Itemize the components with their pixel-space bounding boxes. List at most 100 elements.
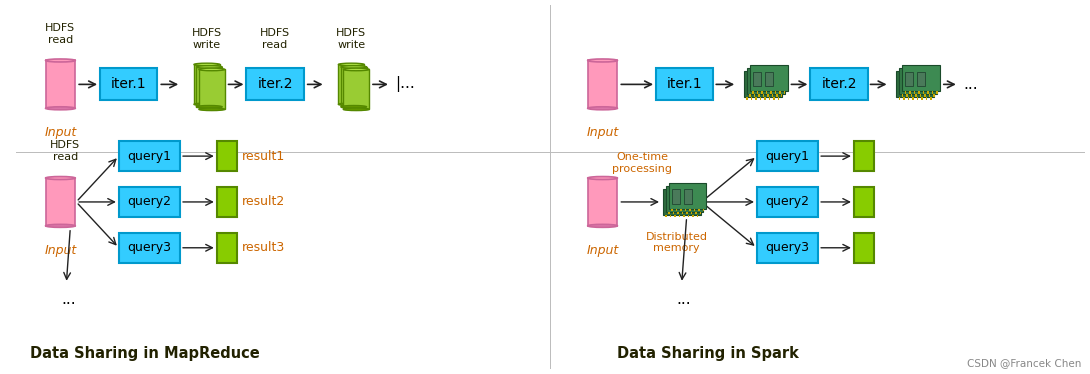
Bar [665,215,667,217]
FancyBboxPatch shape [853,141,873,171]
Bar [756,91,759,94]
Text: result2: result2 [242,196,284,208]
FancyBboxPatch shape [903,65,940,91]
Ellipse shape [194,103,220,105]
Text: ...: ... [61,292,75,307]
Ellipse shape [341,66,366,68]
FancyBboxPatch shape [765,72,773,86]
Bar [697,215,699,217]
FancyBboxPatch shape [905,72,913,86]
Bar [695,212,697,214]
FancyBboxPatch shape [917,72,925,86]
FancyBboxPatch shape [666,186,703,212]
Bar [910,94,912,97]
Bar [898,97,900,100]
FancyBboxPatch shape [656,68,713,100]
Bar [920,94,921,97]
Bar [198,70,225,109]
Bar [689,209,691,211]
Bar [194,64,220,104]
Text: HDFS
read: HDFS read [46,23,75,45]
FancyBboxPatch shape [747,68,785,94]
FancyBboxPatch shape [119,141,180,171]
Bar [668,212,669,214]
Bar [780,94,783,97]
Bar [196,67,222,107]
Bar [588,178,617,226]
FancyBboxPatch shape [911,78,919,92]
FancyBboxPatch shape [744,71,782,97]
Text: query1: query1 [765,150,810,163]
Text: |...: |... [395,76,414,92]
Bar [925,97,928,100]
Text: Distributed
memory: Distributed memory [645,232,707,254]
Text: ...: ... [677,292,691,307]
Bar [759,94,760,97]
Bar [688,215,689,217]
Bar [765,91,767,94]
Bar [669,215,671,217]
Bar [901,94,904,97]
Bar [930,97,932,100]
Bar [46,178,75,226]
Text: Input: Input [45,244,76,257]
Bar [755,97,756,100]
Bar [784,91,786,94]
Bar [918,91,920,94]
Text: iter.1: iter.1 [111,77,146,91]
Bar [764,97,766,100]
Ellipse shape [196,105,222,108]
Text: iter.1: iter.1 [667,77,702,91]
Bar [46,61,75,108]
FancyBboxPatch shape [747,78,754,92]
Bar [916,94,917,97]
FancyBboxPatch shape [217,141,237,171]
Text: Input: Input [586,244,619,257]
Bar [928,91,929,94]
Text: result1: result1 [242,150,284,163]
Text: Data Sharing in Spark: Data Sharing in Spark [617,346,799,361]
Text: One-time
processing: One-time processing [613,153,673,174]
Ellipse shape [198,108,225,111]
Bar [680,209,681,211]
Text: query3: query3 [128,241,171,254]
Ellipse shape [338,103,364,105]
FancyBboxPatch shape [753,72,761,86]
Bar [913,91,916,94]
Ellipse shape [588,177,617,180]
Bar [912,97,913,100]
Bar [703,209,704,211]
Bar [692,215,694,217]
Ellipse shape [341,105,366,108]
FancyBboxPatch shape [683,190,691,204]
Bar [683,215,685,217]
Text: HDFS
read: HDFS read [261,28,290,49]
Text: CSDN @Francek Chen: CSDN @Francek Chen [967,358,1081,368]
Text: query2: query2 [765,196,810,208]
Text: result3: result3 [242,241,284,254]
Bar [673,212,674,214]
Bar [751,97,752,100]
Bar [917,97,918,100]
Bar [588,61,617,108]
Text: query2: query2 [128,196,171,208]
FancyBboxPatch shape [762,75,770,89]
Text: HDFS
write: HDFS write [192,28,222,49]
FancyBboxPatch shape [853,187,873,217]
Bar [921,97,923,100]
FancyBboxPatch shape [217,233,237,263]
Bar [693,209,695,211]
Bar [922,91,924,94]
Bar [761,91,763,94]
Text: iter.2: iter.2 [821,77,857,91]
Text: HDFS
read: HDFS read [50,141,81,162]
Bar [909,91,910,94]
FancyBboxPatch shape [853,233,873,263]
Bar [685,209,687,211]
Bar [776,94,778,97]
Bar [933,94,935,97]
FancyBboxPatch shape [899,78,907,92]
Ellipse shape [588,107,617,110]
FancyBboxPatch shape [899,68,937,94]
FancyBboxPatch shape [915,75,922,89]
